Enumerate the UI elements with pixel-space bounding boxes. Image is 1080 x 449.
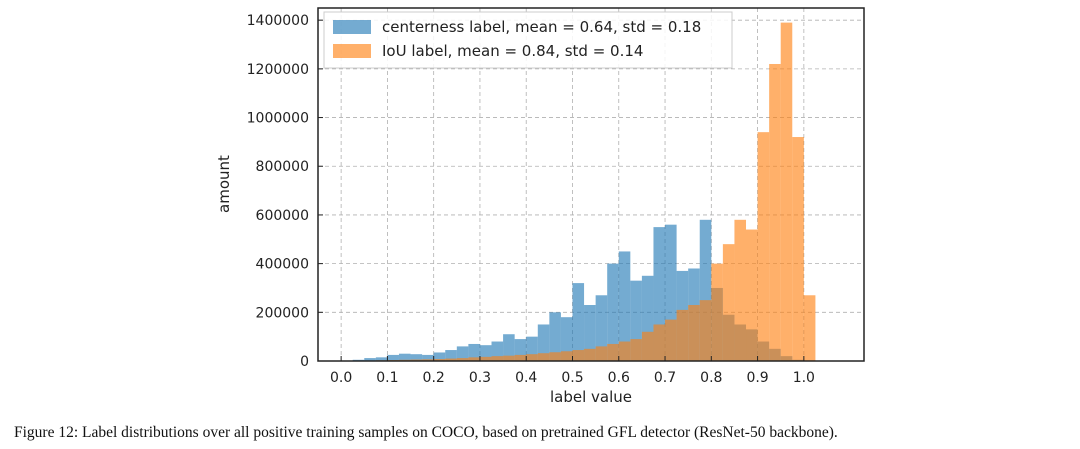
bar-iou [676,309,689,361]
y-tick-label: 0 [300,354,309,370]
y-tick-label: 1400000 [247,13,309,29]
x-tick-label: 0.0 [330,370,352,386]
bar-iou [803,295,816,361]
x-tick-label: 0.1 [376,370,398,386]
bar-iou [537,353,550,361]
bar-iou [445,358,457,361]
bar-centerness [526,336,538,361]
bar-iou [560,351,573,361]
legend-swatch-iou [333,44,371,58]
bar-iou [422,359,434,361]
bar-centerness [618,251,631,361]
bar-centerness [503,334,515,361]
bar-centerness [514,339,527,361]
bar-centerness [433,352,446,361]
x-tick-label: 1.0 [793,370,815,386]
bar-centerness [456,346,469,361]
bar-iou [514,354,527,361]
bar-centerness [595,295,608,361]
x-tick-label: 0.8 [700,370,722,386]
bars-iou [352,22,816,361]
bar-iou [780,22,793,361]
figure-caption: Figure 12: Label distributions over all … [14,424,838,441]
x-tick-label: 0.9 [746,370,768,386]
bar-iou [526,354,538,361]
bar-iou [665,319,677,361]
legend: centerness label, mean = 0.64, std = 0.1… [323,11,733,69]
bar-iou [734,219,747,361]
bar-centerness [364,358,376,361]
bar-centerness [584,305,596,361]
bar-iou [757,132,770,361]
bar-centerness [560,317,573,361]
x-tick-label: 0.2 [423,370,445,386]
x-tick-label: 0.3 [469,370,491,386]
y-tick-label: 600000 [256,208,309,224]
legend-swatch-centerness [333,20,371,34]
bar-centerness [653,227,666,361]
bar-iou [688,305,700,361]
bar-iou [630,339,642,361]
bar-centerness [479,345,492,361]
histogram-figure: 0.0 0.1 0.2 0.3 0.4 0.5 0.6 0.7 0.8 0.9 1.0 0 20000… [215,7,865,406]
bar-iou [595,346,608,361]
bar-centerness [491,341,504,361]
bar-iou [607,343,619,361]
legend-box [323,11,733,69]
bar-iou [468,357,480,361]
bar-iou [433,359,446,361]
bar-iou [699,300,712,361]
bar-iou [572,350,585,361]
bar-iou [456,358,469,361]
bar-iou [491,356,504,361]
bar-centerness [630,280,642,361]
y-tick-label: 800000 [256,159,309,175]
legend-label-iou: IoU label, mean = 0.84, std = 0.14 [382,42,643,60]
bar-iou [653,324,666,361]
bar-iou [618,341,631,361]
x-tick-label: 0.5 [561,370,583,386]
bar-centerness [387,354,399,361]
bar-centerness [572,283,585,361]
bar-centerness [398,353,411,361]
bar-iou [549,352,561,361]
legend-label-centerness: centerness label, mean = 0.64, std = 0.1… [382,18,701,36]
bar-centerness [665,224,677,361]
bar-iou [584,348,596,361]
y-axis-label: amount [215,155,233,213]
bar-centerness [641,275,654,361]
bar-centerness [445,350,457,361]
bar-iou [641,331,654,361]
y-ticks: 0 200000 400000 600000 800000 1000000 1200000 1… [247,13,323,370]
x-tick-label: 0.6 [608,370,630,386]
bar-iou [792,137,804,361]
bar-centerness [422,354,434,361]
y-tick-label: 1200000 [247,62,309,78]
bar-iou [711,263,723,361]
y-tick-label: 400000 [256,257,309,273]
y-tick-label: 200000 [256,305,309,321]
y-tick-label: 1000000 [247,111,309,127]
bar-iou [769,63,781,361]
bar-iou [722,244,735,361]
bar-centerness [410,354,423,361]
bar-centerness [607,263,619,361]
bar-centerness [375,357,388,361]
bar-iou [746,229,758,361]
x-ticks: 0.0 0.1 0.2 0.3 0.4 0.5 0.6 0.7 0.8 0.9 1.0 [330,356,815,386]
bar-iou [503,355,515,361]
bar-centerness [549,312,561,361]
bar-centerness [699,219,712,361]
bar-centerness [468,343,480,361]
plot-frame [317,7,865,362]
bar-centerness [537,324,550,361]
x-tick-label: 0.7 [654,370,676,386]
x-tick-label: 0.4 [515,370,537,386]
x-axis-label: label value [550,388,632,406]
bar-iou [479,356,492,361]
